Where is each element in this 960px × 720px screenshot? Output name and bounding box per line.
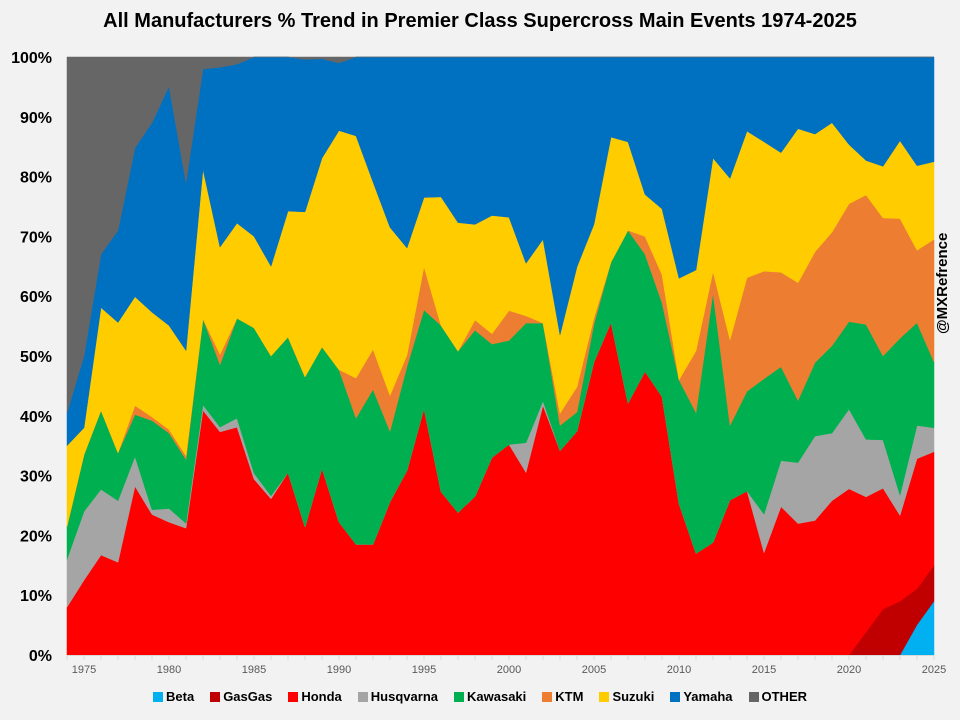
legend-item-beta: Beta <box>153 689 194 704</box>
legend-label: OTHER <box>761 689 808 704</box>
y-tick-label: 60% <box>20 289 52 306</box>
x-tick-label: 2015 <box>752 664 776 676</box>
legend-swatch <box>210 691 221 702</box>
x-tick-label: 1995 <box>412 664 436 676</box>
legend-item-suzuki: Suzuki <box>599 689 654 704</box>
legend-item-kawasaki: Kawasaki <box>454 689 526 704</box>
x-axis: 1975 1980 1985 1990 1995 2000 2005 2010 2015 2020… <box>66 655 946 676</box>
y-tick-label: 90% <box>20 110 52 127</box>
legend-label: Kawasaki <box>467 689 527 704</box>
x-tick-label: 2020 <box>837 664 861 676</box>
legend-item-honda: Honda <box>288 689 342 704</box>
y-tick-label: 80% <box>20 170 52 187</box>
legend-item-ktm: KTM <box>542 689 583 704</box>
legend-swatch <box>153 691 163 702</box>
x-tick-label: 2025 <box>922 664 946 676</box>
legend-label: Yamaha <box>683 689 733 704</box>
legend-swatch <box>542 691 553 702</box>
legend-label: Suzuki <box>612 689 655 704</box>
legend-swatch <box>454 691 464 702</box>
legend-swatch <box>599 691 610 702</box>
x-tick-label: 1980 <box>157 664 181 676</box>
chart-title: All Manufacturers % Trend in Premier Cla… <box>103 10 857 32</box>
x-tick-label: 2010 <box>667 664 691 676</box>
y-tick-label: 40% <box>20 409 52 426</box>
legend-swatch <box>670 691 681 702</box>
x-tick-label: 2000 <box>497 664 521 676</box>
legend-item-gasgas: GasGas <box>210 689 272 704</box>
legend: Beta GasGas Honda Husqvarna Kawasaki KTM Suzuk… <box>0 689 960 704</box>
legend-item-other: OTHER <box>748 689 808 704</box>
x-tick-label: 1990 <box>327 664 351 676</box>
x-tick-label: 1975 <box>72 664 96 676</box>
y-tick-label: 30% <box>20 469 52 486</box>
legend-label: GasGas <box>223 689 273 704</box>
area-other <box>66 56 934 413</box>
area-series-group <box>66 56 935 656</box>
y-tick-label: 0% <box>29 648 52 665</box>
legend-swatch <box>357 691 368 702</box>
watermark: @MXRefrence <box>934 232 951 334</box>
x-tick-label: 2005 <box>582 664 606 676</box>
legend-swatch <box>748 691 759 702</box>
x-tick-label: 1985 <box>242 664 266 676</box>
legend-label: Husqvarna <box>370 689 438 704</box>
y-tick-label: 20% <box>20 528 52 545</box>
y-tick-label: 50% <box>20 349 52 366</box>
legend-label: Beta <box>166 689 195 704</box>
y-tick-label: 10% <box>20 588 52 605</box>
legend-swatch <box>288 691 299 702</box>
legend-item-yamaha: Yamaha <box>670 689 733 704</box>
y-tick-label: 100% <box>11 50 52 67</box>
y-axis: 0% 10% 20% 30% 40% 50% 60% 70% 80% 90% 100% <box>11 50 52 665</box>
legend-label: KTM <box>555 689 584 704</box>
legend-item-husqvarna: Husqvarna <box>357 689 438 704</box>
legend-label: Honda <box>301 689 342 704</box>
y-tick-label: 70% <box>20 229 52 246</box>
